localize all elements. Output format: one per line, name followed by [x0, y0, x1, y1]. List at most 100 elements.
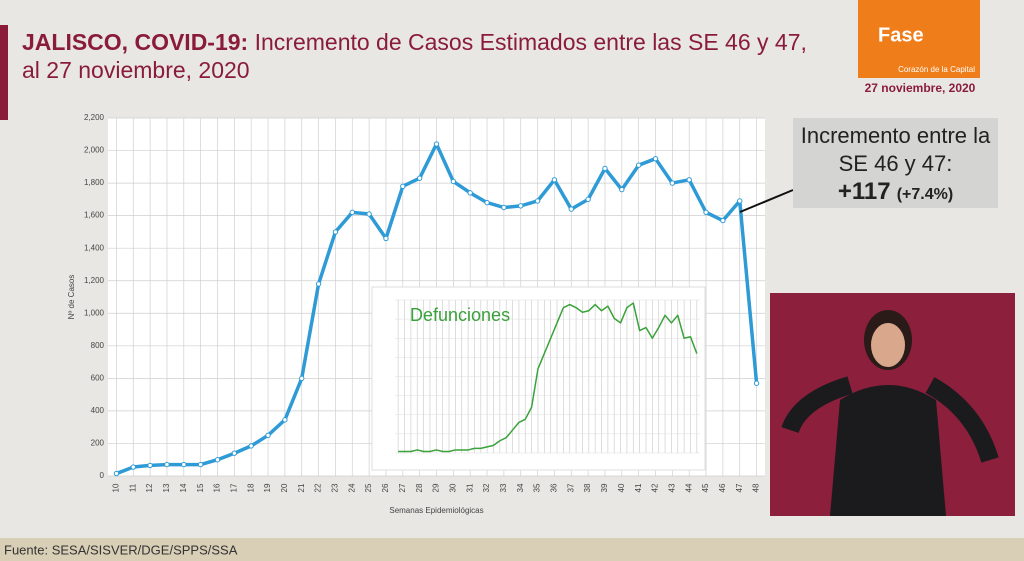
- point: [400, 183, 406, 190]
- inset: [371, 286, 706, 471]
- x-tick-label: 19: [263, 483, 272, 492]
- x-tick-label: 45: [701, 483, 710, 492]
- title-text: Incremento de Casos Estimados entre las …: [22, 29, 807, 83]
- y-tick-label: 1,000: [84, 308, 105, 317]
- x-tick-label: 30: [448, 483, 457, 492]
- point: [467, 190, 473, 196]
- point: [669, 180, 676, 186]
- point: [703, 209, 709, 216]
- point: [299, 375, 305, 382]
- point: [534, 198, 541, 204]
- point: [416, 175, 423, 181]
- inset-title: Defunciones: [410, 305, 510, 325]
- y-tick-label: 2,200: [84, 113, 105, 122]
- x-tick-label: 13: [162, 483, 171, 492]
- x-tick-label: 46: [718, 483, 727, 492]
- point: [231, 450, 238, 456]
- x-tick-label: 15: [196, 483, 205, 492]
- x-tick-label: 37: [566, 483, 575, 492]
- point: [265, 432, 271, 439]
- x-tick-label: 39: [600, 483, 609, 492]
- annotation-text: Incremento entre la SE 46 y 47:: [800, 123, 991, 176]
- point: [383, 235, 389, 242]
- x-tick-label: 21: [297, 483, 306, 492]
- logo-text: Corazón de la Capital: [898, 65, 975, 74]
- point: [619, 186, 625, 193]
- y-axis-label: Nº de Casos: [67, 275, 76, 320]
- interpreter-arms: [781, 376, 999, 463]
- x-tick-label: 47: [735, 483, 744, 492]
- x-tick-label: 28: [415, 483, 424, 492]
- point: [450, 178, 457, 185]
- point: [484, 199, 490, 206]
- y-tick-label: 1,600: [84, 211, 105, 220]
- x-tick-label: 36: [550, 483, 559, 492]
- point: [551, 177, 558, 183]
- y-tick-label: 800: [91, 341, 105, 350]
- x-tick-label: 25: [364, 483, 373, 492]
- x-tick-label: 26: [381, 483, 390, 492]
- point: [518, 203, 524, 209]
- interpreter-face: [871, 323, 905, 367]
- x-tick-label: 16: [213, 483, 222, 492]
- point: [130, 464, 136, 470]
- x-tick-label: 40: [617, 483, 626, 492]
- x-tick-label: 33: [499, 483, 508, 492]
- x-tick-label: 23: [331, 483, 340, 492]
- point: [568, 206, 574, 212]
- y-tick-label: 600: [91, 373, 105, 382]
- point: [248, 443, 254, 449]
- x-axis-label: Semanas Epidemiológicas: [389, 506, 483, 515]
- point: [753, 380, 760, 386]
- footer: Fuente: SESA/SISVER/DGE/SPPS/SSA: [4, 542, 238, 557]
- y-tick-label: 200: [91, 439, 105, 448]
- x-tick-label: 41: [634, 483, 643, 492]
- annotation: Incremento entre la SE 46 y 47: +117 (+7.…: [793, 118, 998, 208]
- x-tick-label: 20: [280, 483, 289, 492]
- point: [652, 155, 659, 162]
- title: JALISCO, COVID-19: Incremento de Casos E…: [22, 28, 822, 84]
- point: [602, 165, 608, 172]
- x-tick-label: 17: [229, 483, 238, 492]
- x-tick-label: 24: [347, 483, 356, 492]
- point: [332, 229, 339, 235]
- y-tick-label: 2,000: [84, 146, 105, 155]
- point: [501, 204, 507, 211]
- point: [349, 209, 355, 216]
- point: [113, 470, 120, 477]
- x-tick-label: 44: [684, 483, 693, 492]
- x-tick-label: 27: [398, 483, 407, 492]
- point: [214, 457, 221, 463]
- series-line: [398, 302, 698, 453]
- point: [147, 462, 153, 469]
- x-tick-label: 29: [432, 483, 441, 492]
- y-tick-label: 1,800: [84, 178, 105, 187]
- point: [635, 162, 642, 168]
- x-tick-label: 31: [465, 483, 474, 492]
- accent-bar: [0, 25, 8, 120]
- point: [737, 198, 743, 204]
- x-tick-label: 38: [583, 483, 592, 492]
- x-tick-label: 34: [516, 483, 525, 492]
- x-tick-label: 14: [179, 483, 188, 492]
- y-tick-label: 1,200: [84, 276, 105, 285]
- point: [164, 461, 170, 468]
- point: [282, 417, 288, 423]
- annotation-value: +117: [837, 178, 891, 205]
- point: [366, 211, 372, 217]
- point: [433, 141, 440, 147]
- x-tick-label: 32: [482, 483, 491, 492]
- x-tick-label: 22: [314, 483, 323, 492]
- x-tick-label: 12: [145, 483, 154, 492]
- logo: [858, 0, 980, 78]
- x-tick-label: 48: [752, 483, 761, 492]
- annotation-arrow: [739, 189, 794, 213]
- logo-mark: Fase: [878, 24, 924, 46]
- x-tick-label: 18: [246, 483, 255, 492]
- footer-bar: [0, 538, 1024, 561]
- interpreter-body: [830, 385, 946, 516]
- point: [585, 196, 591, 203]
- inset-chart: Defunciones: [395, 299, 700, 454]
